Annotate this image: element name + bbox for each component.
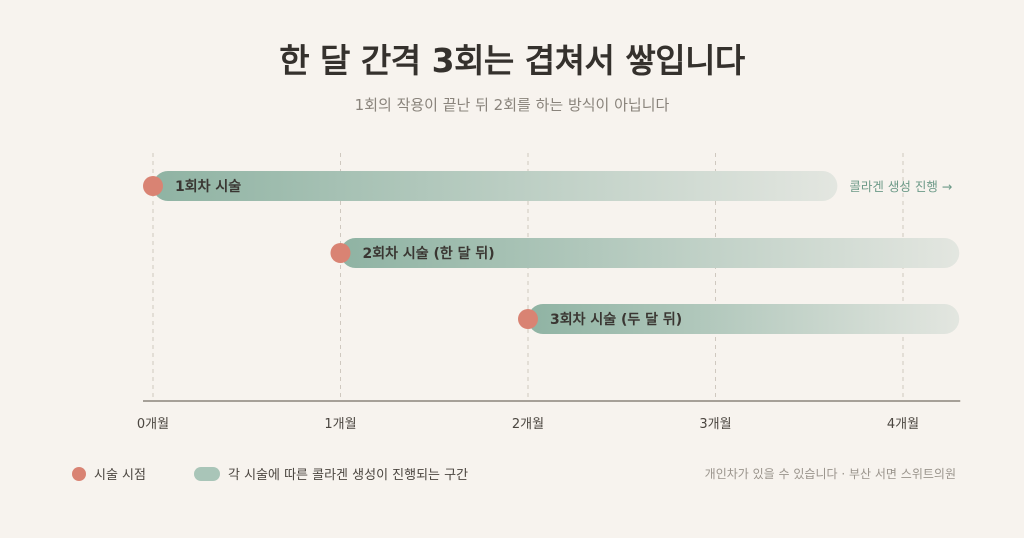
legend-point-swatch — [72, 466, 86, 481]
collagen-range-bar — [340, 238, 960, 268]
bar-annotation: 콜라겐 생성 진행 → — [849, 179, 952, 194]
legend-range-swatch — [193, 466, 220, 481]
treatment-point — [330, 243, 351, 263]
bar-label: 2회차 시술 (한 달 뒤) — [363, 246, 495, 262]
collagen-range-bar — [153, 171, 838, 201]
legend: 시술 시점 각 시술에 따른 콜라겐 생성이 진행되는 구간 — [72, 464, 468, 483]
x-tick-label: 2개월 — [512, 417, 544, 432]
bar-label: 3회차 시술 (두 달 뒤) — [550, 312, 682, 328]
legend-range-label: 각 시술에 따른 콜라겐 생성이 진행되는 구간 — [227, 468, 469, 483]
page-title: 한 달 간격 3회는 겹쳐서 쌓입니다 — [279, 41, 745, 80]
treatment-point — [143, 176, 163, 196]
x-tick-label: 1개월 — [324, 417, 356, 432]
bar-label: 1회차 시술 — [175, 179, 241, 195]
collagen-range-bar — [528, 304, 960, 334]
legend-point-label: 시술 시점 — [94, 468, 146, 483]
page-subtitle: 1회의 작용이 끝난 뒤 2회를 하는 방식이 아닙니다 — [354, 96, 670, 114]
x-tick-label: 3개월 — [699, 417, 731, 432]
x-tick-label: 4개월 — [887, 417, 919, 432]
footnote: 개인차가 있을 수 있습니다 · 부산 서면 스위트의원 — [704, 467, 956, 481]
treatment-point — [518, 309, 538, 329]
x-tick-label: 0개월 — [137, 417, 169, 432]
